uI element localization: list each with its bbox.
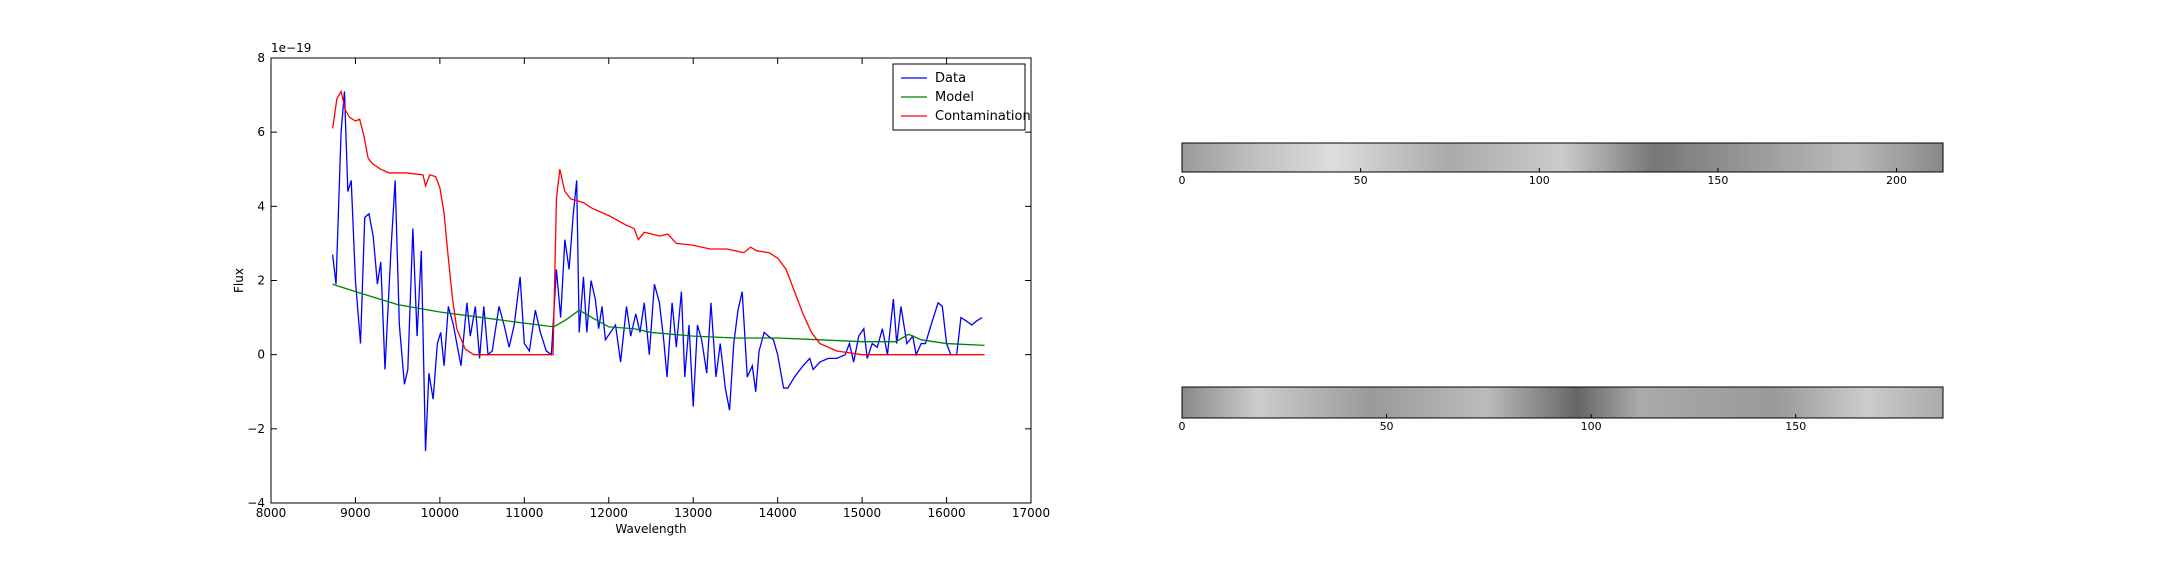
x-tick-label: 15000 — [843, 506, 881, 520]
x-axis-label: Wavelength — [615, 522, 686, 536]
x-tick-label: 150 — [1707, 174, 1728, 187]
x-tick-label: 100 — [1581, 420, 1602, 433]
x-tick-label: 50 — [1354, 174, 1368, 187]
legend-label: Model — [935, 90, 974, 105]
y-tick-label: 2 — [257, 274, 265, 288]
legend-label: Data — [935, 71, 966, 86]
x-tick-label: 150 — [1785, 420, 1806, 433]
x-tick-label: 0 — [1179, 174, 1186, 187]
x-tick-label: 8000 — [256, 506, 287, 520]
x-tick-label: 10000 — [421, 506, 459, 520]
data-line — [331, 91, 983, 452]
y-tick-label: 6 — [257, 125, 265, 139]
x-tick-label: 13000 — [674, 506, 712, 520]
x-tick-label: 50 — [1380, 420, 1394, 433]
y-tick-label: 0 — [257, 348, 265, 362]
offset-label: 1e−19 — [271, 41, 311, 55]
data-line — [331, 89, 985, 356]
x-tick-label: 17000 — [1012, 506, 1050, 520]
spectrum-image — [1181, 386, 1944, 419]
x-tick-label: 100 — [1529, 174, 1550, 187]
y-tick-label: −4 — [247, 496, 265, 510]
x-tick-label: 16000 — [927, 506, 965, 520]
x-tick-label: 12000 — [590, 506, 628, 520]
y-tick-label: 8 — [257, 51, 265, 65]
legend: Data Model Contamination — [892, 63, 1031, 131]
x-tick-label: 14000 — [759, 506, 797, 520]
x-tick-label: 9000 — [340, 506, 371, 520]
x-tick-label: 11000 — [505, 506, 543, 520]
y-axis-label: Flux — [232, 268, 246, 293]
y-tick-label: −2 — [247, 422, 265, 436]
data-line — [332, 283, 985, 347]
legend-label: Contamination — [935, 109, 1031, 124]
y-tick-label: 4 — [257, 199, 265, 213]
spectrum-image — [1181, 142, 1944, 173]
x-tick-label: 200 — [1886, 174, 1907, 187]
x-tick-label: 0 — [1179, 420, 1186, 433]
